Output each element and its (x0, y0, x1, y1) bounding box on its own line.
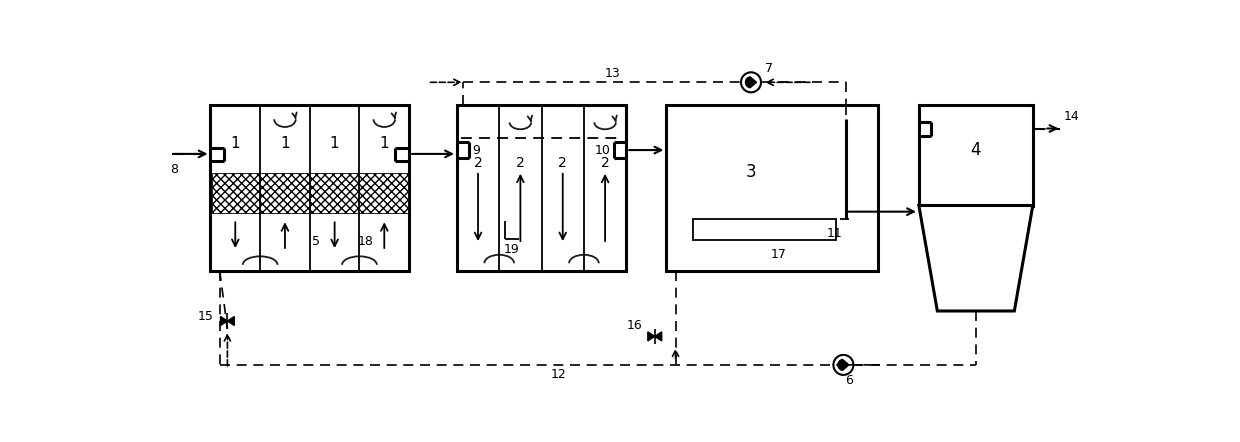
Text: 6: 6 (846, 374, 853, 387)
Circle shape (742, 72, 761, 92)
Text: 2: 2 (474, 156, 482, 170)
Text: 19: 19 (503, 243, 520, 256)
Text: 10: 10 (595, 144, 611, 156)
Text: 15: 15 (197, 310, 213, 323)
Bar (666, 105, 878, 271)
Text: 2: 2 (558, 156, 567, 170)
Text: 1: 1 (280, 137, 290, 152)
Polygon shape (919, 206, 1033, 311)
Bar (212, 173, 408, 213)
Text: 7: 7 (765, 62, 773, 75)
Bar (211, 105, 409, 271)
Text: 9: 9 (472, 144, 480, 156)
Text: 17: 17 (771, 248, 786, 260)
Bar (919, 105, 1033, 206)
Text: 1: 1 (231, 137, 241, 152)
Bar (456, 105, 626, 271)
Polygon shape (221, 316, 234, 325)
Polygon shape (838, 359, 849, 370)
Text: 5: 5 (312, 235, 320, 248)
Text: 16: 16 (626, 319, 642, 332)
Text: 18: 18 (357, 235, 373, 248)
Text: 12: 12 (551, 368, 567, 381)
Text: 14: 14 (1064, 110, 1079, 123)
Text: 8: 8 (170, 163, 177, 176)
Text: 2: 2 (516, 156, 525, 170)
Text: 13: 13 (605, 67, 620, 80)
Circle shape (833, 355, 853, 375)
Bar (693, 219, 836, 240)
Polygon shape (647, 332, 662, 341)
Text: 1: 1 (379, 137, 389, 152)
Text: 2: 2 (600, 156, 610, 170)
Text: 1: 1 (330, 137, 340, 152)
Polygon shape (745, 77, 756, 88)
Text: 4: 4 (971, 141, 981, 160)
Text: 3: 3 (745, 163, 756, 181)
Text: 11: 11 (827, 227, 843, 240)
